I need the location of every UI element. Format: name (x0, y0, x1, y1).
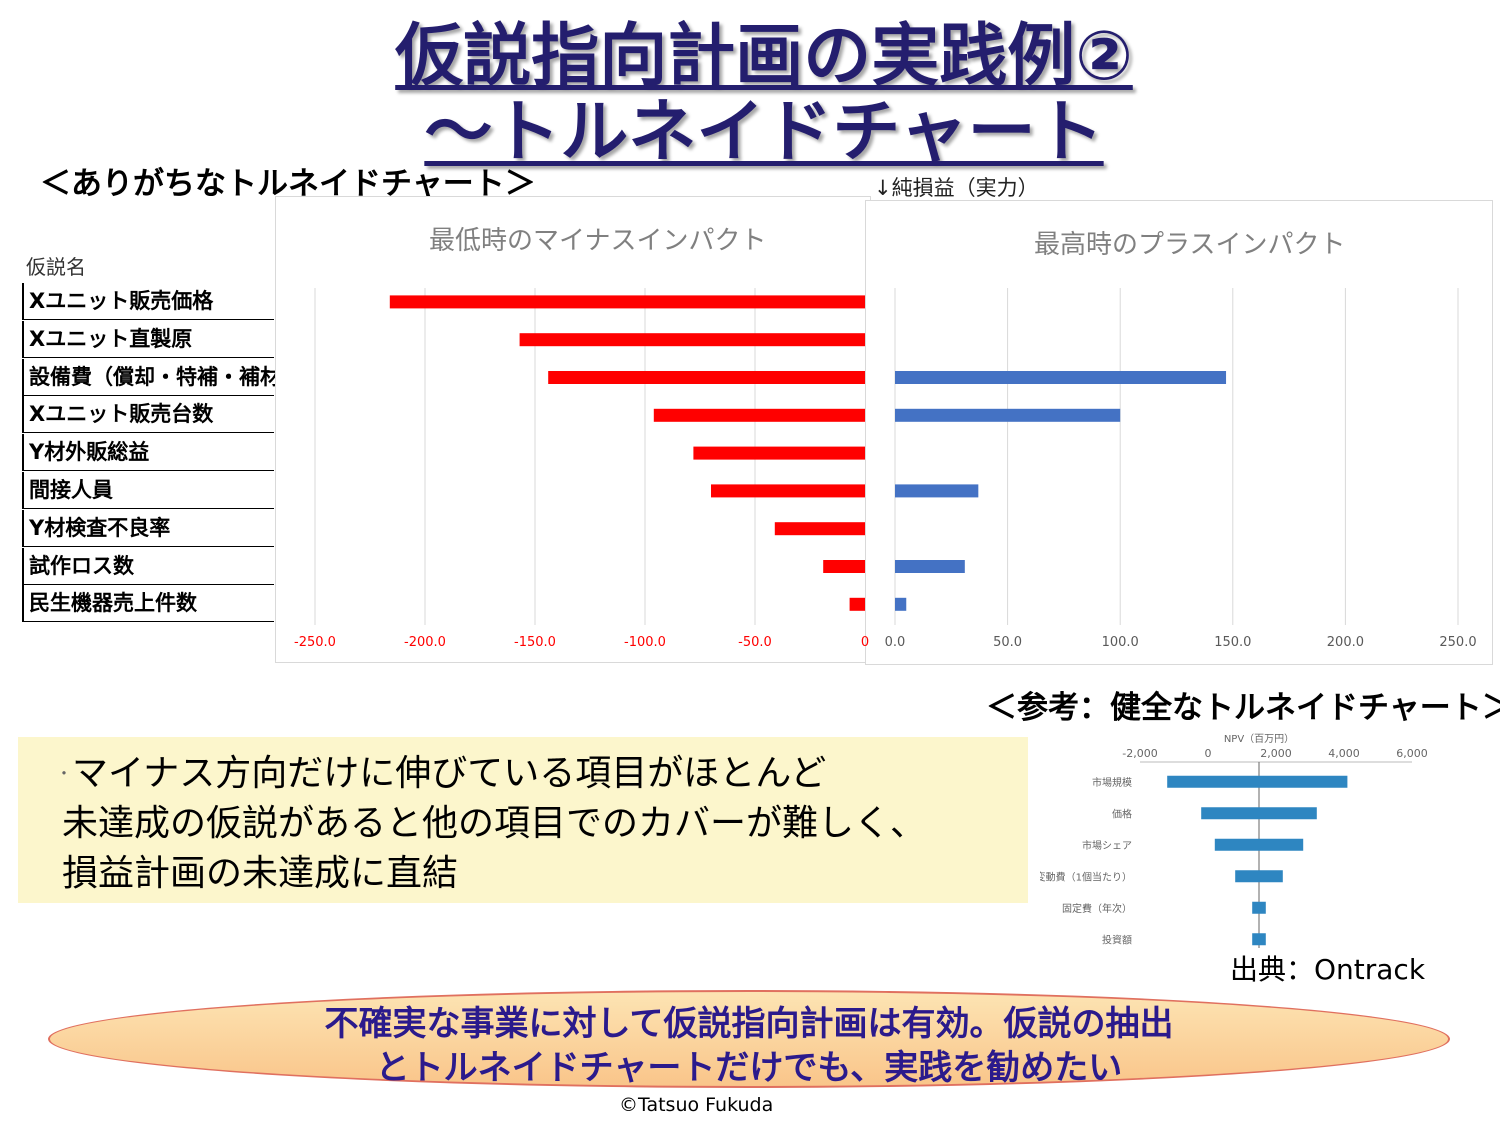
positive-impact-bar (895, 371, 1227, 384)
left-axis-tick-label: -100.0 (624, 635, 666, 650)
category-label: 設備費（償却・特補・補材） (22, 358, 302, 396)
conclusion-ellipse (48, 990, 1450, 1088)
left-axis-tick-label: -50.0 (738, 635, 772, 650)
category-label: Y材外販総益 (22, 434, 274, 472)
reference-category-label: 変動費（1個当たり） (1040, 870, 1132, 883)
callout-line-1: ・マイナス方向だけに伸びている項目がほとんど (56, 749, 1028, 799)
copyright: ©Tatsuo Fukuda (619, 1094, 774, 1116)
category-label: 民生機器売上件数 (22, 585, 274, 623)
right-chart-panel (865, 200, 1493, 665)
negative-impact-bar (389, 295, 865, 309)
left-chart-panel (275, 196, 871, 663)
reference-tick-label: 0 (1205, 747, 1212, 760)
reference-category-label: 固定費（年次） (1062, 902, 1132, 915)
reference-bar (1252, 933, 1266, 946)
reference-category-label: 価格 (1112, 807, 1132, 820)
callout-box: ・マイナス方向だけに伸びている項目がほとんど 未達成の仮説があると他の項目でのカ… (18, 737, 1028, 903)
reference-bar (1214, 838, 1304, 851)
negative-impact-bar (849, 597, 865, 611)
callout-text-1: マイナス方向だけに伸びている項目がほとんど (72, 753, 827, 794)
right-axis-tick-label: 50.0 (993, 635, 1022, 650)
reference-axis-title: NPV（百万円） (1224, 733, 1294, 745)
reference-tick-label: 2,000 (1260, 747, 1292, 760)
positive-impact-bar (895, 597, 907, 611)
right-axis-tick-label: 200.0 (1327, 635, 1364, 650)
category-label: 試作ロス数 (22, 547, 274, 585)
section-label-reference: ＜参考：健全なトルネイドチャート＞ (986, 690, 1500, 726)
reference-category-label: 投資額 (1102, 933, 1132, 946)
left-axis-tick-label: -200.0 (404, 635, 446, 650)
callout-line-2: 未達成の仮説があると他の項目でのカバーが難しく、 (62, 803, 927, 844)
reference-category-label: 市場シェア (1082, 839, 1132, 852)
table-header: 仮説名 (26, 255, 86, 279)
negative-impact-bar (823, 560, 865, 573)
conclusion-line-1: 不確実な事業に対して仮説指向計画は有効。仮説の抽出 (324, 1004, 1174, 1044)
right-axis-tick-label: 0.0 (885, 635, 906, 650)
right-axis-tick-label: 250.0 (1439, 635, 1476, 650)
page-title-line2: ～トルネイドチャート (424, 93, 1104, 172)
right-axis-tick-label: 100.0 (1102, 635, 1139, 650)
negative-impact-bar (774, 522, 865, 536)
conclusion-line-2: とトルネイドチャートだけでも、実践を勧めたい (375, 1048, 1123, 1088)
bullet-icon: ・ (56, 764, 73, 783)
reference-tick-label: -2,000 (1122, 747, 1157, 760)
callout-line-3: 損益計画の未達成に直結 (62, 853, 459, 894)
left-axis-tick-label: 0 (861, 635, 869, 650)
positive-impact-bar (895, 408, 1121, 422)
positive-impact-bar (895, 484, 979, 498)
reference-tick-label: 6,000 (1396, 747, 1428, 760)
category-label: Xユニット販売価格 (22, 283, 274, 320)
negative-impact-bar (653, 408, 865, 422)
net-pl-note: ↓純損益（実力） (874, 176, 1039, 200)
tornado-chart: -250.0 -200.0 -150.0 -100.0 -50.0 0 0.0 50.0 100… (294, 288, 1477, 650)
reference-tick-label: 4,000 (1328, 747, 1360, 760)
category-label: Xユニット販売台数 (22, 396, 274, 434)
negative-impact-bar (519, 333, 865, 347)
positive-impact-bar (895, 560, 965, 573)
category-label: 間接人員 (22, 472, 274, 509)
left-axis-tick-label: -150.0 (514, 635, 556, 650)
category-label: Xユニット直製原 (22, 320, 274, 358)
negative-impact-bar (693, 446, 865, 460)
reference-category-label: 市場規模 (1092, 776, 1132, 789)
reference-bar (1235, 870, 1283, 883)
category-label: Y材検査不良率 (22, 509, 274, 547)
negative-impact-bar (548, 371, 865, 384)
page-title-line1: 仮説指向計画の実践例② (395, 17, 1133, 96)
reference-tornado-chart: NPV（百万円） -2,000 0 2,000 4,000 6,000 市場規模価格市場シェ… (1040, 733, 1428, 948)
left-axis-tick-label: -250.0 (294, 635, 336, 650)
source-note: 出典：Ontrack (1230, 953, 1426, 986)
right-axis-tick-label: 150.0 (1214, 635, 1251, 650)
negative-impact-bar (711, 484, 865, 498)
reference-bar (1252, 901, 1266, 914)
left-panel-title: 最低時のマイナスインパクト (429, 226, 767, 256)
reference-bar (1167, 775, 1348, 788)
right-panel-title: 最高時のプラスインパクト (1034, 230, 1346, 260)
reference-bar (1201, 807, 1317, 820)
